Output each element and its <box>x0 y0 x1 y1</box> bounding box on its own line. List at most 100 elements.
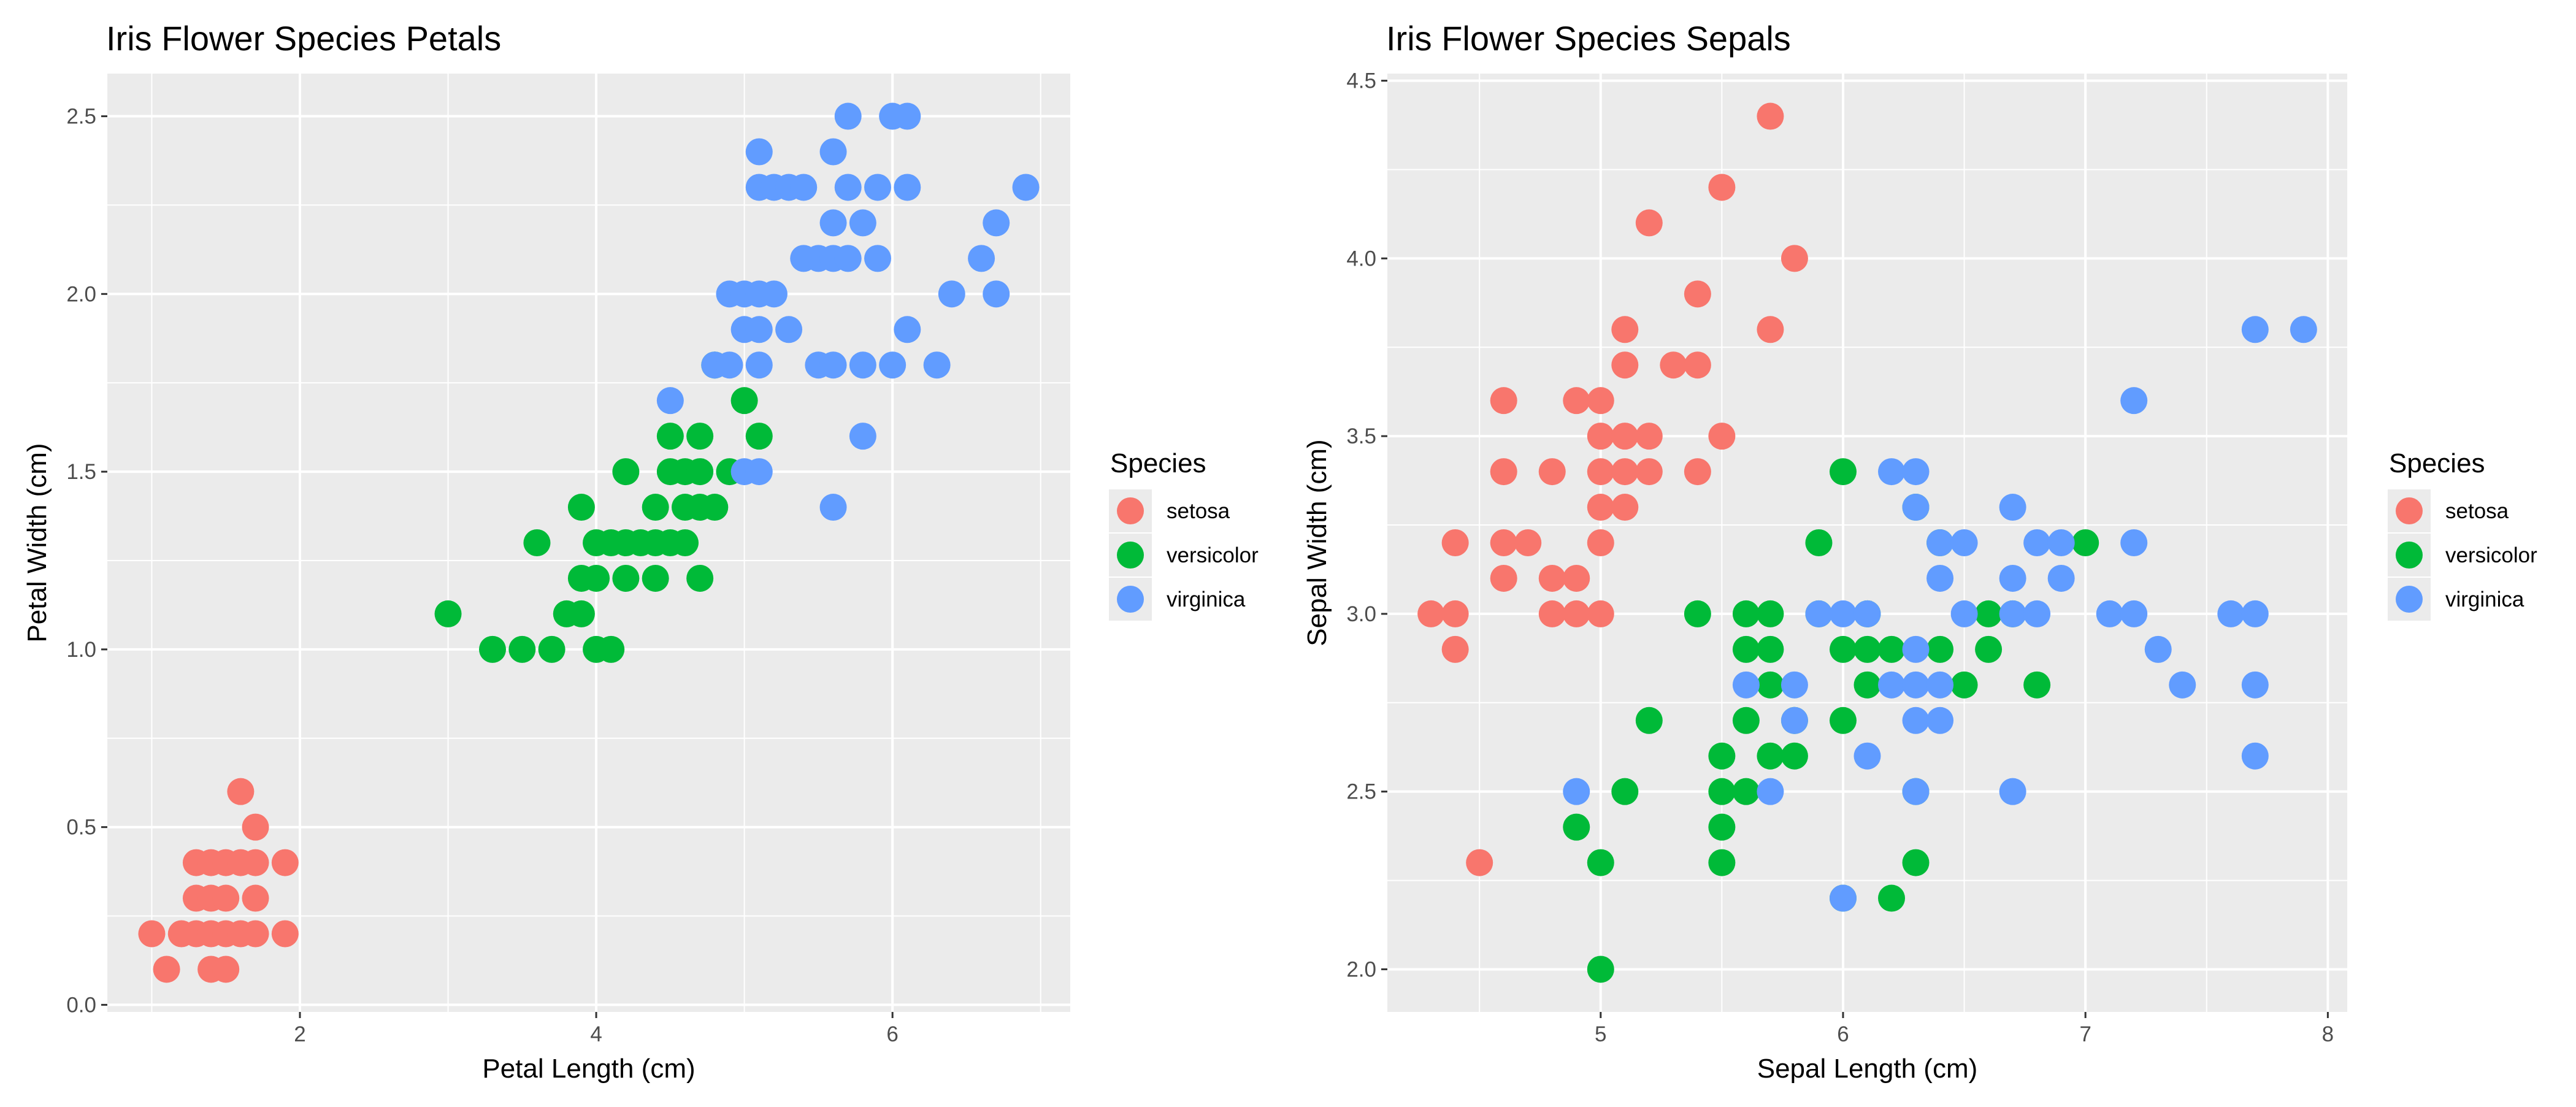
chart-panel-2: Iris Flower Species Sepals 5 6 7 8 2.0 2.5 3.0 3… <box>1302 19 2537 1084</box>
data-point-versicolor <box>642 564 669 592</box>
data-point-versicolor <box>1950 671 1978 699</box>
chart-title: Iris Flower Species Sepals <box>1386 19 1791 58</box>
data-point-virginica <box>1902 458 1930 486</box>
data-point-setosa <box>1538 564 1566 592</box>
data-point-versicolor <box>730 387 758 415</box>
data-point-virginica <box>1902 778 1930 805</box>
data-point-versicolor <box>434 600 462 627</box>
data-point-virginica <box>2120 529 2148 556</box>
y-tick-label: 0.5 <box>66 816 96 840</box>
data-point-versicolor <box>612 564 640 592</box>
data-point-setosa <box>1563 387 1590 415</box>
data-point-virginica <box>849 351 876 379</box>
data-point-virginica <box>2023 600 2051 627</box>
data-point-virginica <box>2241 742 2269 770</box>
legend-label-setosa: setosa <box>2445 499 2509 523</box>
y-tick-label: 2.5 <box>66 105 96 129</box>
data-point-versicolor <box>1757 635 1784 663</box>
data-point-virginica <box>1853 742 1881 770</box>
data-point-setosa <box>212 884 240 912</box>
data-point-versicolor <box>1757 600 1784 627</box>
data-point-setosa <box>1490 529 1517 556</box>
data-point-virginica <box>819 138 847 166</box>
legend-title: Species <box>2389 448 2485 478</box>
data-point-virginica <box>849 423 876 450</box>
y-tick-label: 3.0 <box>1346 602 1376 626</box>
data-point-virginica <box>849 209 876 237</box>
data-point-versicolor <box>1684 600 1711 627</box>
data-point-virginica <box>745 138 773 166</box>
legend-key-versicolor <box>2396 542 2423 569</box>
data-point-virginica <box>1757 778 1784 805</box>
data-point-virginica <box>2169 671 2196 699</box>
data-point-virginica <box>819 351 847 379</box>
data-point-versicolor <box>1635 707 1663 734</box>
data-point-setosa <box>1587 600 1614 627</box>
data-point-setosa <box>1490 564 1517 592</box>
data-point-versicolor <box>1805 529 1833 556</box>
data-point-virginica <box>760 280 788 308</box>
data-point-versicolor <box>523 529 551 556</box>
y-tick-label: 0.0 <box>66 993 96 1017</box>
data-point-virginica <box>2217 600 2245 627</box>
data-point-setosa <box>1757 102 1784 130</box>
data-point-versicolor <box>479 635 506 663</box>
data-point-setosa <box>1466 849 1493 876</box>
y-tick-label: 1.5 <box>66 460 96 484</box>
data-point-virginica <box>1012 174 1040 201</box>
legend-key-setosa <box>2396 497 2423 524</box>
data-point-virginica <box>1926 529 1954 556</box>
data-point-setosa <box>1441 600 1469 627</box>
data-point-versicolor <box>686 564 714 592</box>
data-point-setosa <box>1635 458 1663 486</box>
data-point-setosa <box>1490 458 1517 486</box>
data-point-setosa <box>1611 423 1639 450</box>
data-point-versicolor <box>1829 458 1857 486</box>
x-axis-title: Petal Length (cm) <box>482 1054 695 1084</box>
data-point-setosa <box>242 849 269 876</box>
data-point-setosa <box>1587 387 1614 415</box>
data-point-versicolor <box>1926 635 1954 663</box>
data-point-setosa <box>153 956 180 983</box>
data-point-virginica <box>656 387 684 415</box>
legend-key-virginica <box>2396 586 2423 613</box>
data-point-virginica <box>1926 707 1954 734</box>
y-tick-label: 3.5 <box>1346 424 1376 448</box>
y-axis-title: Petal Width (cm) <box>22 443 52 642</box>
y-axis-title: Sepal Width (cm) <box>1302 439 1332 646</box>
data-point-versicolor <box>2072 529 2099 556</box>
data-point-virginica <box>2144 635 2172 663</box>
data-point-setosa <box>1684 280 1711 308</box>
y-tick-label: 2.0 <box>1346 957 1376 981</box>
data-point-versicolor <box>612 458 640 486</box>
data-point-versicolor <box>686 458 714 486</box>
data-point-virginica <box>2120 600 2148 627</box>
data-point-virginica <box>745 458 773 486</box>
data-point-setosa <box>1660 351 1687 379</box>
data-point-versicolor <box>1878 635 1906 663</box>
data-point-versicolor <box>642 494 669 521</box>
data-point-virginica <box>2120 387 2148 415</box>
data-point-setosa <box>1563 600 1590 627</box>
legend: Species setosa versicolor virginica <box>1109 448 1259 621</box>
data-point-virginica <box>1878 458 1906 486</box>
data-point-versicolor <box>567 494 595 521</box>
data-point-versicolor <box>1757 742 1784 770</box>
data-point-setosa <box>1441 635 1469 663</box>
data-point-versicolor <box>1975 635 2003 663</box>
data-point-versicolor <box>686 423 714 450</box>
y-tick-label: 4.5 <box>1346 69 1376 93</box>
data-point-versicolor <box>2023 671 2051 699</box>
data-point-virginica <box>834 245 862 272</box>
data-point-virginica <box>775 316 803 343</box>
x-tick-label: 8 <box>2322 1022 2334 1046</box>
data-point-setosa <box>271 849 299 876</box>
data-point-versicolor <box>1587 956 1614 983</box>
data-point-virginica <box>1902 671 1930 699</box>
data-point-virginica <box>1805 600 1833 627</box>
legend-key-versicolor <box>1117 542 1144 569</box>
data-point-versicolor <box>1757 671 1784 699</box>
legend-key-virginica <box>1117 586 1144 613</box>
